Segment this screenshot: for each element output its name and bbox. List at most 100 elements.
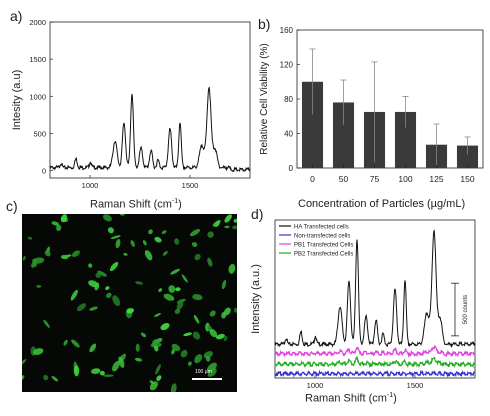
fluorescent-cell bbox=[203, 351, 213, 359]
fluorescent-cell bbox=[36, 284, 42, 288]
chart-d-xtick-label: 1500 bbox=[407, 381, 424, 390]
fluorescent-cell bbox=[89, 306, 98, 311]
chart-a-frame bbox=[49, 21, 251, 179]
panel-c-letter: c) bbox=[6, 198, 18, 214]
fluorescent-cell bbox=[103, 374, 114, 377]
chart-b-ytick-label: 160 bbox=[280, 26, 294, 35]
fluorescent-cell bbox=[51, 221, 60, 226]
chart-a: 0 500 1000 1500 2000 1000 1500 Intesity (a.u) bbox=[11, 18, 251, 190]
chart-d-legend-label: PB2 Transfected Cells bbox=[294, 252, 353, 258]
fluorescent-cell bbox=[160, 323, 170, 331]
fluorescent-cell bbox=[99, 370, 105, 376]
fluorescent-cell bbox=[106, 292, 112, 299]
fluorescent-cell bbox=[73, 365, 80, 377]
panel-d-letter: d) bbox=[251, 206, 264, 222]
chart-b-bar bbox=[332, 102, 355, 168]
fluorescent-cell bbox=[152, 339, 158, 346]
chart-b-frame bbox=[296, 29, 484, 169]
fluorescent-cell bbox=[233, 218, 237, 223]
chart-d-series-line bbox=[274, 369, 476, 378]
fluorescent-cell bbox=[221, 279, 227, 290]
fluorescent-cell bbox=[233, 307, 237, 313]
chart-a-ytick-label: 1500 bbox=[29, 55, 46, 64]
fluorescent-cell bbox=[176, 298, 186, 304]
fluorescent-cell bbox=[206, 362, 217, 373]
chart-a-xtick-label: 1000 bbox=[82, 181, 99, 190]
chart-b-bar bbox=[394, 111, 417, 168]
fluorescent-cell bbox=[109, 261, 119, 272]
fluorescent-cell bbox=[187, 361, 192, 366]
fluorescent-cell bbox=[71, 339, 80, 348]
fluorescent-cell bbox=[118, 356, 125, 368]
chart-d-xlabel: Raman Shift (cm-1) bbox=[305, 392, 397, 405]
fluorescent-cell bbox=[183, 332, 192, 337]
fluorescent-cell bbox=[142, 240, 147, 246]
chart-b-bar bbox=[456, 145, 479, 168]
fluorescent-cell bbox=[71, 250, 80, 258]
fluorescent-cell bbox=[180, 349, 188, 358]
fluorescent-cell bbox=[112, 360, 120, 372]
fluorescent-cell bbox=[44, 250, 51, 257]
chart-b-xtick-label: 75 bbox=[370, 174, 380, 184]
fluorescent-cell bbox=[209, 310, 216, 317]
fluorescent-cell bbox=[155, 364, 161, 375]
fluorescent-cell bbox=[89, 343, 97, 353]
chart-d-series-line bbox=[274, 355, 476, 369]
chart-d-legend-label: Non-transfected cells bbox=[294, 234, 350, 240]
fluorescent-cell bbox=[216, 333, 225, 340]
fluorescent-cell bbox=[144, 250, 153, 261]
chart-b-xtick-label: 100 bbox=[398, 174, 412, 184]
fluorescent-cell bbox=[149, 381, 158, 391]
fluorescent-cell bbox=[135, 343, 140, 352]
chart-a-xtick-label: 1500 bbox=[182, 181, 199, 190]
chart-d-legend-label: PB1 Transfected Cells bbox=[294, 243, 353, 249]
fluorescent-cell bbox=[223, 336, 228, 342]
fluorescent-cell bbox=[51, 375, 59, 382]
fluorescent-cell bbox=[123, 253, 128, 256]
fluorescent-cell bbox=[171, 343, 181, 352]
fluorescent-cell bbox=[192, 331, 201, 340]
chart-a-ytick-label: 0 bbox=[42, 167, 46, 176]
fluorescent-cell bbox=[212, 220, 221, 227]
fluorescent-cell bbox=[22, 375, 25, 381]
fluorescent-cell bbox=[148, 229, 153, 235]
fluorescent-cell bbox=[95, 272, 101, 278]
chart-b-ytick-label: 40 bbox=[284, 130, 293, 139]
fluorescent-cell bbox=[33, 348, 44, 356]
fluorescent-cell bbox=[110, 235, 121, 239]
fluorescent-cell bbox=[190, 229, 200, 237]
fluorescent-cell bbox=[154, 236, 162, 243]
fluorescent-cell bbox=[60, 254, 69, 260]
fluorescent-cell bbox=[156, 375, 162, 382]
fluorescent-cell bbox=[207, 231, 214, 238]
micrograph-scale-label: 100 µm bbox=[195, 369, 212, 375]
fluorescent-cell bbox=[232, 225, 237, 230]
fluorescent-cell bbox=[107, 227, 114, 234]
fluorescent-cell bbox=[168, 285, 176, 293]
chart-a-xlabel: Raman Shift (cm-1) bbox=[90, 198, 182, 211]
fluorescent-cell bbox=[130, 240, 135, 247]
fluorescent-cell bbox=[140, 332, 147, 338]
chart-a-ylabel: Intesity (a.u) bbox=[11, 70, 23, 131]
fluorescent-cell bbox=[70, 289, 78, 301]
fluorescent-cell bbox=[115, 238, 121, 249]
chart-d-scale-label: 500 counts bbox=[463, 295, 469, 324]
fluorescent-cell bbox=[134, 357, 143, 362]
fluorescent-cell bbox=[43, 319, 50, 328]
chart-d-series-line bbox=[274, 344, 476, 358]
fluorescent-cell bbox=[205, 356, 211, 362]
fluorescent-cell bbox=[126, 308, 135, 314]
fluorescent-cell bbox=[32, 257, 45, 264]
fluorescent-cell bbox=[119, 214, 125, 216]
fluorescent-cell bbox=[228, 263, 236, 274]
chart-a-ytick-label: 2000 bbox=[29, 18, 46, 27]
fluorescent-cell bbox=[224, 225, 230, 229]
fluorescent-cell bbox=[31, 262, 36, 268]
fluorescent-cell bbox=[161, 230, 167, 235]
chart-b-ytick-label: 120 bbox=[280, 61, 294, 70]
fluorescent-cell bbox=[56, 224, 62, 231]
fluorescent-cell bbox=[60, 214, 68, 223]
chart-b-xtick-label: 150 bbox=[460, 174, 474, 184]
chart-b-ytick-label: 80 bbox=[284, 95, 293, 104]
chart-d-frame bbox=[274, 219, 476, 379]
